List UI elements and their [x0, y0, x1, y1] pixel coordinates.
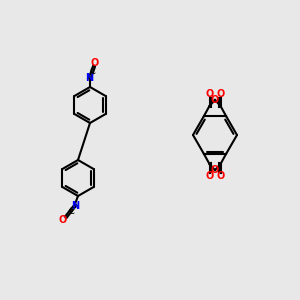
- Text: O: O: [211, 165, 219, 175]
- Text: N: N: [71, 201, 79, 211]
- Text: O: O: [216, 171, 225, 181]
- Text: O: O: [91, 58, 99, 68]
- Text: O: O: [216, 89, 225, 99]
- Text: C: C: [89, 67, 95, 76]
- Text: O: O: [206, 89, 214, 99]
- Text: C: C: [68, 207, 74, 216]
- Text: O: O: [59, 214, 67, 225]
- Text: O: O: [206, 171, 214, 181]
- Text: O: O: [211, 95, 219, 105]
- Text: N: N: [85, 73, 93, 83]
